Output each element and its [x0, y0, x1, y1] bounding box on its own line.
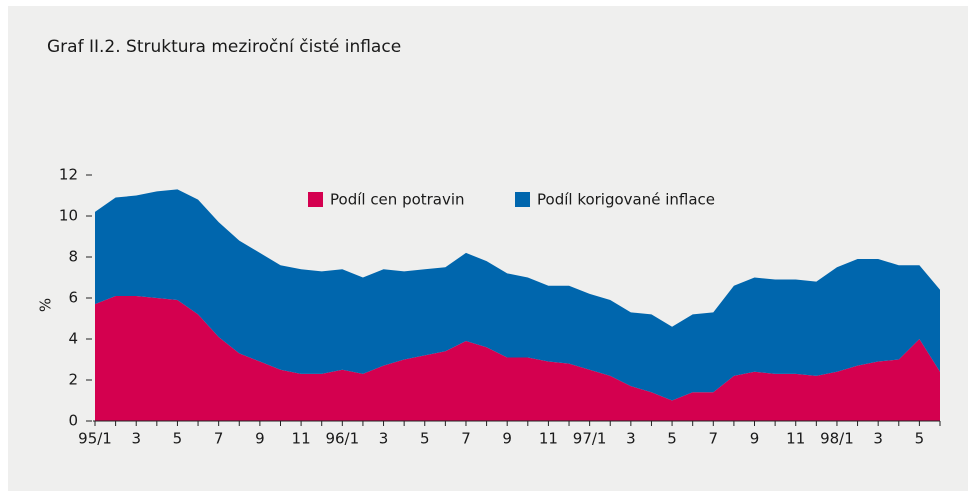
x-tick-label: 7	[214, 430, 224, 448]
y-tick-label: 4	[68, 330, 78, 348]
x-tick-label: 5	[667, 430, 677, 448]
x-tick-label: 98/1	[820, 430, 854, 448]
legend-label: Podíl cen potravin	[330, 191, 465, 209]
x-tick-label: 96/1	[325, 430, 359, 448]
legend-swatch	[515, 192, 530, 207]
x-tick-label: 3	[873, 430, 883, 448]
y-tick-label: 10	[59, 207, 78, 225]
y-tick-label: 12	[59, 166, 78, 184]
x-tick-label: 11	[786, 430, 805, 448]
x-tick-label: 5	[915, 430, 925, 448]
x-tick-label: 97/1	[573, 430, 607, 448]
y-tick-label: 2	[68, 371, 78, 389]
x-tick-label: 7	[461, 430, 471, 448]
y-tick-label: 8	[68, 248, 78, 266]
chart-title: Graf II.2. Struktura meziroční čisté inf…	[47, 37, 401, 57]
x-tick-label: 5	[173, 430, 183, 448]
x-tick-label: 3	[131, 430, 141, 448]
x-tick-label: 9	[750, 430, 760, 448]
y-tick-label: 0	[68, 412, 78, 430]
x-tick-label: 3	[379, 430, 389, 448]
x-tick-label: 11	[292, 430, 311, 448]
x-tick-label: 11	[539, 430, 558, 448]
legend-swatch	[308, 192, 323, 207]
x-tick-label: 95/1	[78, 430, 112, 448]
x-tick-label: 7	[709, 430, 719, 448]
area	[95, 295, 940, 421]
area	[95, 189, 940, 401]
y-axis-label: %	[37, 298, 55, 312]
x-tick-label: 9	[502, 430, 512, 448]
x-tick-label: 3	[626, 430, 636, 448]
legend-label: Podíl korigované inflace	[537, 191, 715, 209]
y-tick-label: 6	[68, 289, 78, 307]
x-tick-label: 9	[255, 430, 265, 448]
x-tick-label: 5	[420, 430, 430, 448]
